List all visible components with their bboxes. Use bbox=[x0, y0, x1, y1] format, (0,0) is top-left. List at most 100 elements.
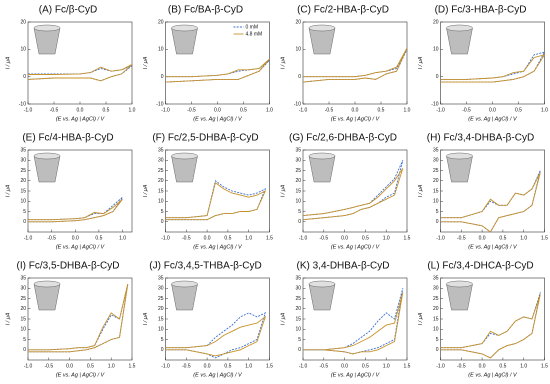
cyclodextrin-rim bbox=[446, 24, 473, 32]
x-tick-label: 1.5 bbox=[266, 363, 273, 369]
x-tick-label: -1.0 bbox=[436, 363, 445, 369]
y-tick-label: 20 bbox=[158, 19, 164, 25]
x-axis-label: (E vs. Ag | AgCl) / V bbox=[468, 372, 518, 378]
panel-title: (A) Fc/β-CyD bbox=[39, 5, 98, 16]
x-tick-label: -0.5 bbox=[187, 107, 196, 113]
y-tick-label: 25 bbox=[433, 296, 439, 302]
y-tick-label: 15 bbox=[295, 188, 301, 194]
x-tick-label: -0.5 bbox=[457, 363, 466, 369]
x-axis-label: (E vs. Ag | AgCl) / V bbox=[331, 244, 381, 250]
cyclodextrin-icon bbox=[446, 283, 473, 311]
y-tick-label: 35 bbox=[20, 147, 26, 153]
x-tick-label: 1.0 bbox=[383, 235, 390, 241]
y-tick-label: 15 bbox=[433, 316, 439, 322]
x-tick-label: 0.0 bbox=[214, 107, 221, 113]
y-axis-label: I / μA bbox=[143, 312, 149, 325]
y-tick-label: 25 bbox=[433, 168, 439, 174]
y-tick-label: 10 bbox=[295, 199, 301, 205]
y-tick-label: 0 bbox=[161, 347, 164, 353]
y-tick-label: 20 bbox=[433, 178, 439, 184]
y-tick-label: 10 bbox=[158, 327, 164, 333]
x-tick-label: 0.0 bbox=[479, 363, 486, 369]
x-tick-label: 0.5 bbox=[224, 363, 231, 369]
x-tick-label: -1.0 bbox=[24, 107, 33, 113]
y-tick-label: 35 bbox=[158, 275, 164, 281]
y-axis-label: I / μA bbox=[143, 56, 149, 69]
cyclodextrin-rim bbox=[446, 152, 473, 160]
y-axis-label: I / μA bbox=[5, 312, 11, 325]
cv-curve bbox=[165, 59, 270, 83]
x-tick-label: -1.0 bbox=[161, 235, 170, 241]
panel-title: (E) Fc/4-HBA-β-CyD bbox=[22, 133, 113, 144]
y-tick-label: 25 bbox=[20, 168, 26, 174]
y-tick-label: 30 bbox=[433, 286, 439, 292]
y-tick-label: 0 bbox=[298, 347, 301, 353]
x-tick-label: -0.5 bbox=[44, 363, 53, 369]
cyclodextrin-icon bbox=[308, 283, 336, 311]
x-tick-label: 0.5 bbox=[95, 235, 102, 241]
cyclodextrin-rim bbox=[308, 152, 336, 160]
x-tick-label: 1.5 bbox=[541, 363, 548, 369]
y-tick-label: 20 bbox=[20, 19, 26, 25]
x-tick-label: 1.0 bbox=[245, 363, 252, 369]
x-tick-label: -1.0 bbox=[161, 107, 170, 113]
x-tick-label: 1.0 bbox=[108, 363, 115, 369]
y-axis-label: I / μA bbox=[418, 56, 424, 69]
y-axis-label: I / μA bbox=[5, 56, 11, 69]
cyclodextrin-icon bbox=[446, 27, 473, 55]
y-tick-label: 10 bbox=[158, 199, 164, 205]
x-tick-label: 1.0 bbox=[520, 235, 527, 241]
cv-curve bbox=[165, 180, 267, 221]
y-tick-label: 30 bbox=[295, 158, 301, 164]
y-tick-label: 0 bbox=[23, 219, 26, 225]
y-axis-label: I / μA bbox=[418, 184, 424, 197]
panel-title: (J) Fc/3,4,5-THBA-β-CyD bbox=[149, 261, 261, 272]
y-tick-label: 25 bbox=[20, 296, 26, 302]
cv-curve bbox=[165, 58, 270, 83]
y-tick-label: 0 bbox=[23, 347, 26, 353]
x-tick-label: -0.5 bbox=[182, 363, 191, 369]
y-tick-label: 10 bbox=[433, 199, 439, 205]
x-tick-label: 1.5 bbox=[129, 363, 136, 369]
y-tick-label: 0 bbox=[436, 347, 439, 353]
x-tick-label: 1.0 bbox=[129, 107, 136, 113]
y-tick-label: 10 bbox=[433, 327, 439, 333]
y-tick-label: 20 bbox=[158, 178, 164, 184]
y-tick-label: 0 bbox=[298, 219, 301, 225]
y-tick-label: 25 bbox=[295, 296, 301, 302]
x-tick-label: 0.5 bbox=[499, 363, 506, 369]
x-axis-label: (E vs. Ag | AgCl) / V bbox=[468, 244, 518, 250]
cyclodextrin-rim bbox=[33, 280, 61, 288]
x-tick-label: 1.0 bbox=[383, 363, 390, 369]
x-tick-label: -1.0 bbox=[436, 107, 445, 113]
y-tick-label: 20 bbox=[433, 19, 439, 25]
x-tick-label: 1.5 bbox=[404, 235, 411, 241]
x-tick-label: -1.0 bbox=[299, 107, 308, 113]
y-axis-label: I / μA bbox=[280, 312, 286, 325]
y-tick-label: 10 bbox=[20, 199, 26, 205]
y-axis-label: I / μA bbox=[143, 184, 149, 197]
y-tick-label: 0 bbox=[436, 74, 439, 80]
cyclodextrin-icon bbox=[171, 27, 198, 55]
cyclodextrin-icon bbox=[171, 155, 198, 183]
cyclodextrin-rim bbox=[171, 24, 198, 32]
y-tick-label: -10 bbox=[19, 101, 26, 107]
x-tick-label: -1.0 bbox=[299, 363, 308, 369]
panel-title: (H) Fc/3,4-DHBA-β-CyD bbox=[427, 133, 534, 144]
y-tick-label: 10 bbox=[433, 47, 439, 53]
panel-title: (F) Fc/2,5-DHBA-β-CyD bbox=[152, 133, 258, 144]
y-tick-label: 30 bbox=[158, 158, 164, 164]
cyclodextrin-icon bbox=[308, 155, 336, 183]
y-tick-label: 5 bbox=[298, 209, 301, 215]
x-tick-label: 0.0 bbox=[72, 235, 79, 241]
panel-title: (D) Fc/3-HBA-β-CyD bbox=[435, 5, 527, 16]
x-tick-label: 1.0 bbox=[266, 107, 273, 113]
cv-curve bbox=[28, 283, 129, 353]
y-tick-label: -10 bbox=[431, 101, 438, 107]
panel-title: (C) Fc/2-HBA-β-CyD bbox=[297, 5, 389, 16]
cyclodextrin-icon bbox=[308, 27, 336, 55]
y-tick-label: 20 bbox=[295, 306, 301, 312]
x-tick-label: 0.0 bbox=[66, 363, 73, 369]
y-tick-label: 0 bbox=[298, 74, 301, 80]
cv-curve bbox=[302, 160, 404, 221]
